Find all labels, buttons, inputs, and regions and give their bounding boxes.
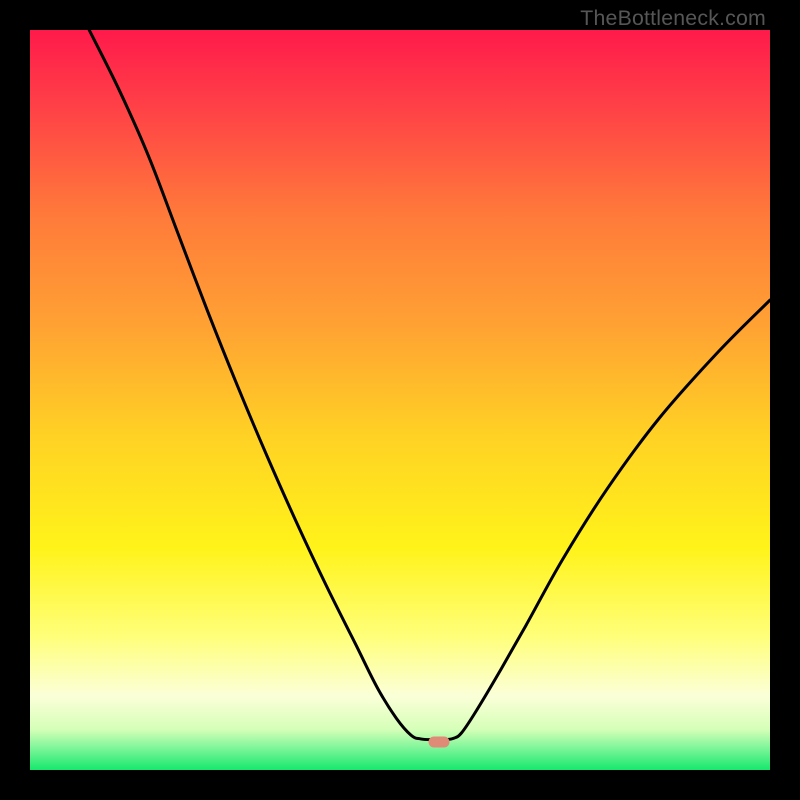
chart-frame — [0, 0, 800, 800]
bottleneck-curve — [30, 30, 770, 770]
minimum-marker — [429, 736, 450, 747]
watermark-text: TheBottleneck.com — [580, 6, 766, 31]
plot-area — [30, 30, 770, 770]
